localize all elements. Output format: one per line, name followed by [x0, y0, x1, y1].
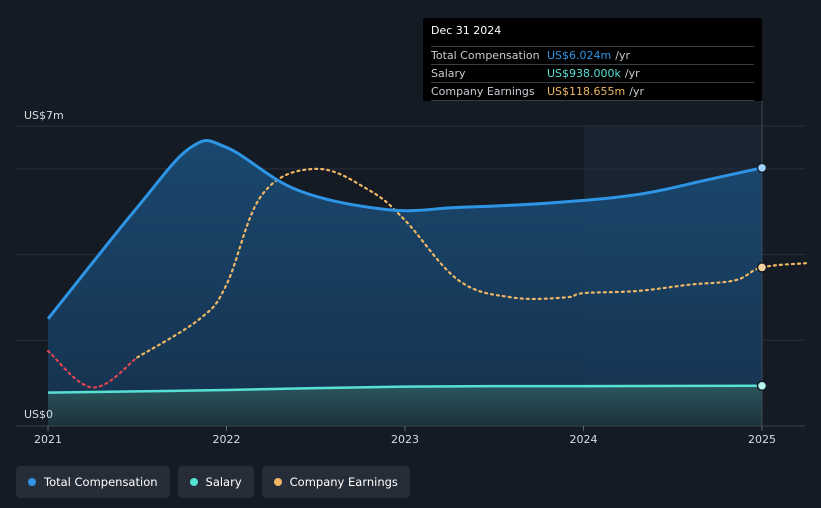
salary-line	[47, 384, 763, 394]
legend-dot-icon	[189, 478, 198, 486]
legend-dot-icon	[28, 478, 36, 486]
legend-item-total-compensation[interactable]: Total Compensation	[16, 466, 170, 498]
y-axis-bottom-label: US$0	[24, 408, 53, 421]
legend-dot-icon	[273, 478, 282, 486]
tooltip-row-salary: Salary US$938.000k /yr	[431, 65, 754, 83]
company-earnings-line	[136, 167, 808, 359]
tooltip-value: US$118.655m	[547, 85, 626, 98]
y-axis-top-label: US$7m	[24, 109, 64, 122]
total-compensation-area	[48, 140, 762, 426]
x-tick-label: 2024	[570, 433, 598, 446]
salary-area	[48, 385, 762, 426]
company-earnings-line-negative	[46, 349, 139, 389]
tooltip-label: Company Earnings	[431, 85, 535, 98]
tooltip-date: Dec 31 2024	[431, 24, 754, 47]
legend-item-salary[interactable]: Salary	[177, 466, 254, 498]
tooltip-value: US$6.024m	[547, 49, 612, 62]
tooltip-row-total-compensation: Total Compensation US$6.024m /yr	[431, 47, 754, 65]
x-tick-label: 2021	[34, 433, 62, 446]
x-tick-label: 2023	[391, 433, 419, 446]
legend-label: Company Earnings	[289, 475, 398, 489]
tooltip: Dec 31 2024 Total Compensation US$6.024m…	[423, 18, 762, 101]
legend-label: Total Compensation	[44, 475, 158, 489]
salary-marker	[756, 380, 768, 392]
tooltip-row-company-earnings: Company Earnings US$118.655m /yr	[431, 83, 754, 101]
total-compensation-marker	[756, 162, 768, 174]
chart-area: 2021 2022 2023 2024 2025 US$7m US$0	[16, 101, 808, 446]
legend: Total Compensation Salary Company Earnin…	[16, 466, 410, 498]
tooltip-unit: /yr	[624, 67, 640, 80]
x-tick-label: 2022	[213, 433, 241, 446]
legend-item-company-earnings[interactable]: Company Earnings	[261, 466, 410, 498]
company-earnings-marker	[756, 262, 768, 273]
legend-label: Salary	[205, 475, 242, 489]
tooltip-label: Total Compensation	[431, 49, 540, 62]
tooltip-unit: /yr	[615, 49, 630, 62]
x-tick-label: 2025	[748, 433, 776, 446]
tooltip-unit: /yr	[629, 85, 644, 98]
tooltip-label: Salary	[431, 67, 466, 80]
tooltip-value: US$938.000k	[547, 67, 621, 80]
total-compensation-line	[46, 138, 763, 320]
